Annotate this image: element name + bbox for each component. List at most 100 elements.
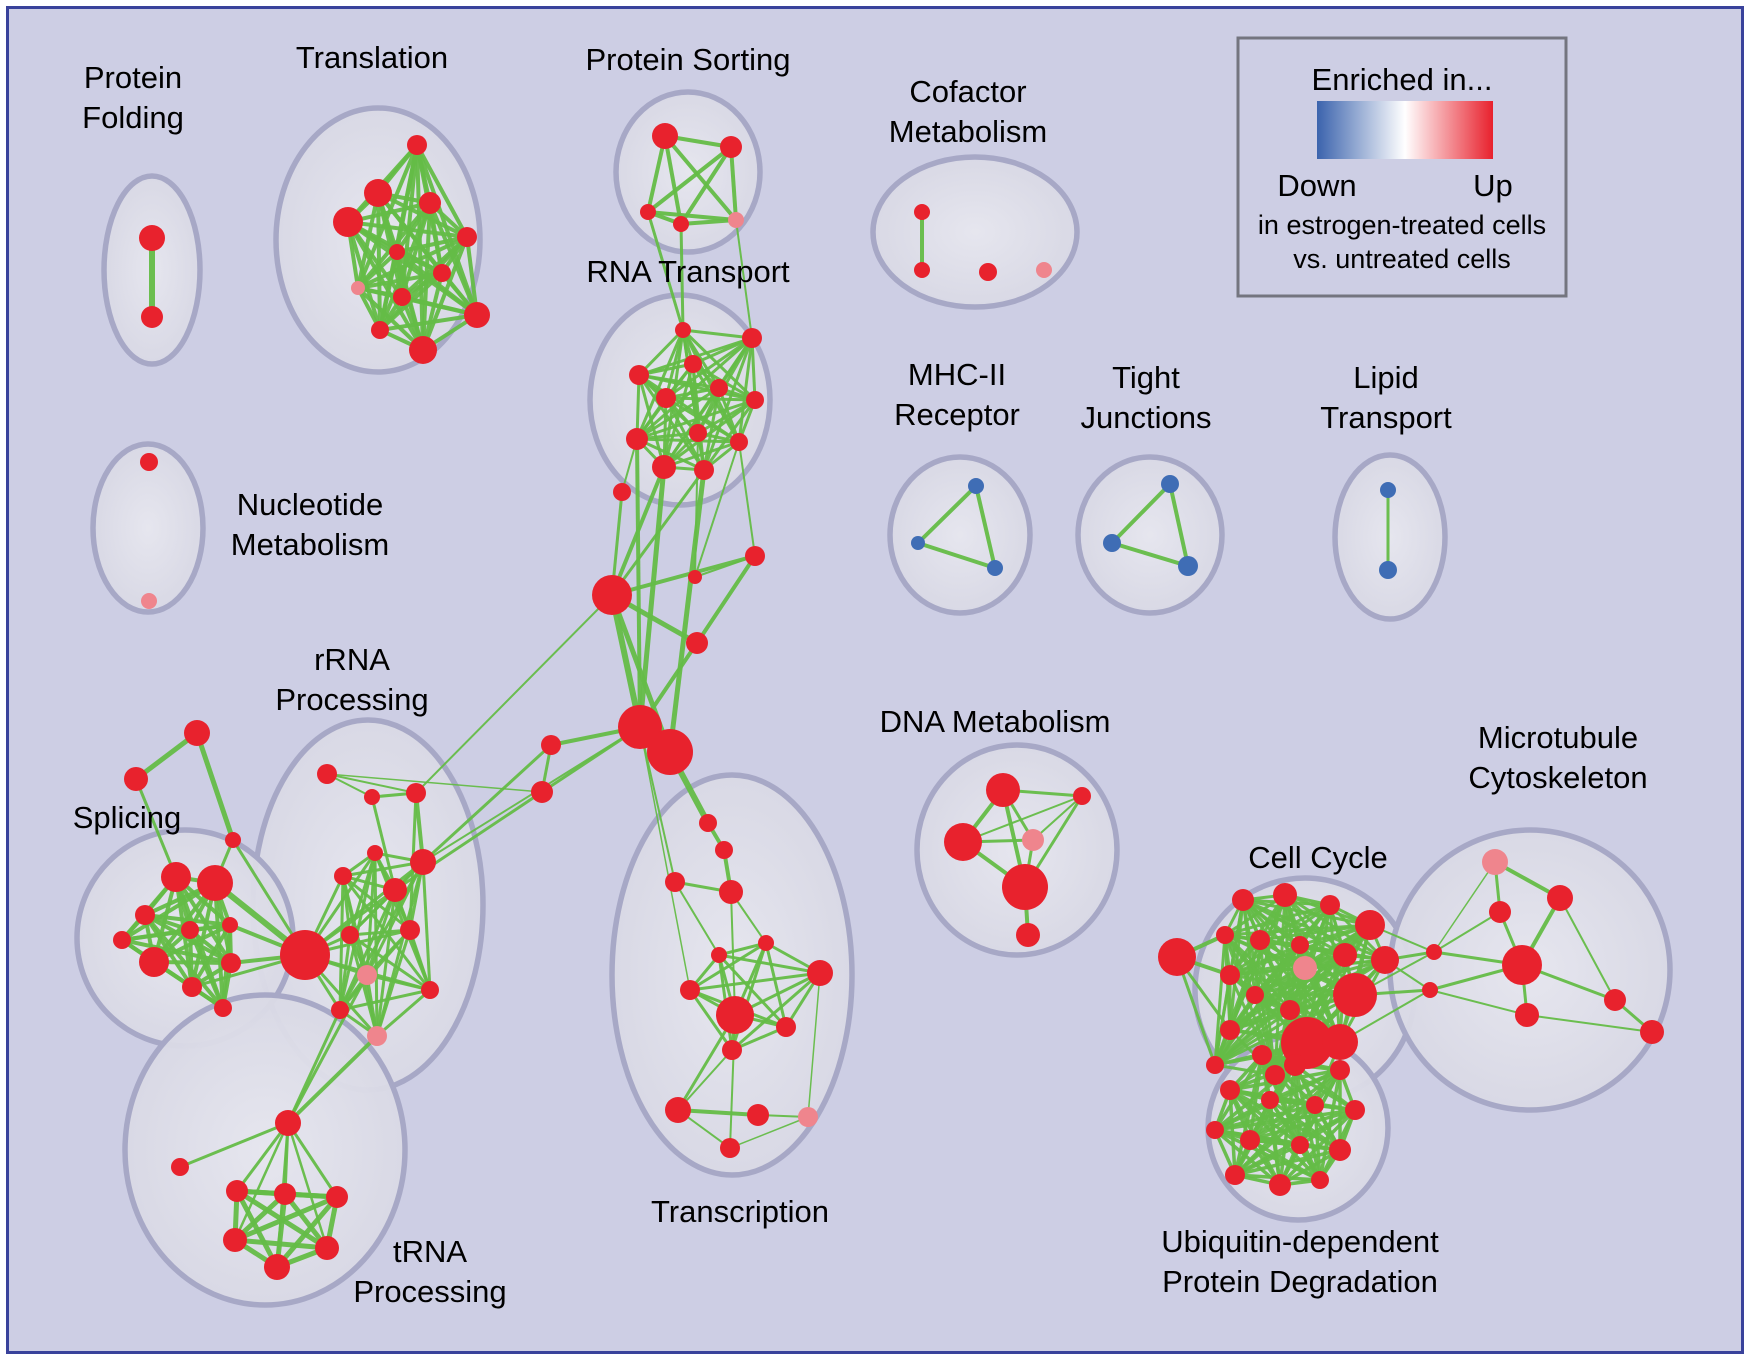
network-edge	[1433, 861, 1496, 953]
network-edge	[1214, 1098, 1271, 1132]
gene-set-node-sp2	[135, 905, 155, 925]
network-edge	[689, 971, 821, 992]
gene-set-node-sp5	[113, 931, 131, 949]
network-edge	[378, 251, 399, 331]
legend-down-label: Down	[1277, 168, 1356, 203]
network-edge	[639, 726, 676, 883]
gene-set-node-rt5	[710, 379, 728, 397]
network-edge	[346, 221, 382, 331]
gene-set-node-rr8	[400, 920, 420, 940]
gene-set-node-ub13	[1311, 1171, 1329, 1189]
gene-set-node-rt1	[742, 328, 762, 348]
gene-set-node-rt7	[689, 424, 707, 442]
network-edge	[647, 210, 737, 222]
network-edge	[667, 469, 707, 753]
cluster-cell-cycle-label: Cell Cycle	[1248, 840, 1388, 875]
gene-set-node-ps4	[728, 212, 744, 228]
cluster-transcription-label: Transcription	[651, 1194, 829, 1229]
network-edge	[365, 974, 379, 1037]
gene-set-node-cc12	[1246, 986, 1264, 1004]
gene-set-node-rr3	[367, 845, 383, 861]
gene-set-node-tn0	[275, 1110, 301, 1136]
cluster-mhc-ii-receptor-label: MHC-II Receptor	[894, 357, 1020, 432]
network-edge	[1229, 943, 1301, 977]
network-edge	[421, 861, 432, 991]
network-edge	[974, 485, 997, 569]
gene-set-node-tn6	[315, 1236, 339, 1260]
gene-set-node-cc17	[1322, 1024, 1358, 1060]
gene-set-node-sp9	[214, 999, 232, 1017]
gene-set-node-tl7	[351, 281, 365, 295]
gene-set-node-cn4	[686, 632, 708, 654]
gene-set-node-rr1	[364, 789, 380, 805]
cluster-mhc-ii-receptor-ellipse	[887, 454, 1033, 616]
cluster-nucleotide-metabolism-ellipse	[90, 441, 206, 615]
network-edge	[702, 337, 754, 471]
network-edge	[737, 337, 754, 443]
network-edge	[635, 438, 642, 728]
gene-set-node-tc5	[711, 947, 727, 963]
gene-set-node-cc18	[1206, 1056, 1224, 1074]
gene-set-node-tn2	[226, 1180, 248, 1202]
gene-set-node-lt0	[1380, 482, 1396, 498]
legend-caption-line1: in estrogen-treated cells	[1258, 210, 1546, 240]
gene-set-node-tl6	[433, 264, 451, 282]
network-edge	[636, 386, 720, 441]
gene-set-node-rt11	[694, 460, 714, 480]
network-edge	[636, 437, 740, 444]
gene-set-node-cc0	[1158, 938, 1196, 976]
gene-set-node-cn8	[531, 781, 553, 803]
network-edge	[1224, 923, 1371, 937]
gene-set-node-cc13	[1333, 973, 1377, 1017]
network-edge	[349, 928, 411, 937]
gene-set-node-mt8	[1515, 1003, 1539, 1027]
network-edge	[1229, 966, 1306, 977]
network-edge	[342, 860, 424, 878]
gene-set-node-cc8	[1333, 943, 1357, 967]
gene-set-node-mh2	[987, 560, 1003, 576]
network-edge	[702, 399, 757, 471]
network-edge	[1234, 1143, 1301, 1177]
gene-set-node-mt6	[1604, 989, 1626, 1011]
gene-set-node-dm4	[1002, 864, 1048, 910]
cluster-tight-junctions-label: Tight Junctions	[1081, 360, 1212, 435]
network-edge	[415, 594, 613, 794]
gene-set-node-mh1	[911, 536, 925, 550]
network-edge	[1168, 483, 1190, 567]
network-edge	[750, 337, 757, 401]
network-edge	[1293, 1063, 1357, 1112]
cluster-microtubule-cytoskeleton-label: Microtubule Cytoskeleton	[1468, 720, 1647, 795]
gene-set-node-rr6	[410, 849, 436, 875]
network-edge	[1214, 1103, 1316, 1132]
network-edge	[1241, 899, 1342, 1043]
network-edge	[680, 218, 737, 226]
gene-set-node-cc9	[1371, 946, 1399, 974]
network-edge	[688, 989, 734, 1051]
gene-set-node-ub1	[1284, 1054, 1306, 1076]
gene-set-node-cf1	[914, 262, 930, 278]
network-edge	[1526, 1014, 1653, 1033]
network-edge	[465, 236, 479, 316]
gene-set-node-cn7	[541, 735, 561, 755]
network-edge	[408, 929, 432, 991]
cluster-trna-processing-ellipse	[122, 992, 408, 1308]
gene-set-node-tc14	[720, 1138, 740, 1158]
gene-set-node-tj2	[1178, 556, 1198, 576]
network-edge	[1249, 1108, 1356, 1142]
gene-set-node-rt10	[652, 455, 676, 479]
network-edge	[234, 1237, 328, 1251]
network-edge	[1229, 1068, 1341, 1092]
gene-set-node-mt7	[1640, 1020, 1664, 1044]
gene-set-node-rr0	[317, 764, 337, 784]
gene-set-node-cn1	[688, 570, 702, 584]
gene-set-node-rt2	[684, 355, 702, 373]
network-edge	[1110, 482, 1172, 545]
gene-set-node-tc10	[722, 1040, 742, 1060]
network-edge	[375, 929, 412, 1037]
network-edge	[1249, 1103, 1316, 1142]
gene-set-node-cc3	[1320, 895, 1340, 915]
gene-set-node-ps1	[720, 136, 742, 158]
gene-set-node-mt4	[1422, 982, 1438, 998]
gene-set-node-sp1	[197, 865, 233, 901]
network-edge	[730, 891, 736, 1016]
